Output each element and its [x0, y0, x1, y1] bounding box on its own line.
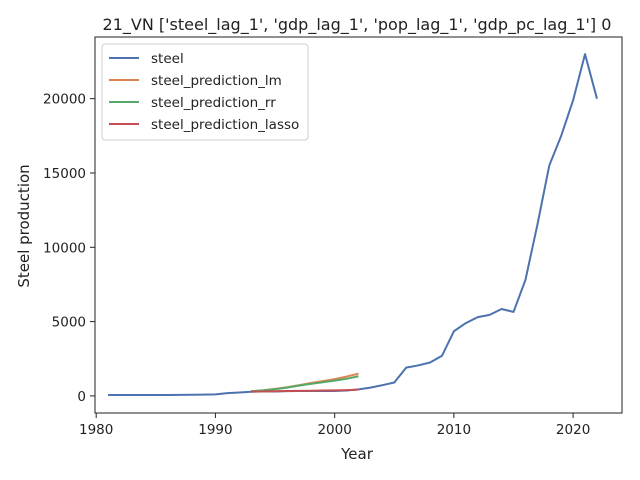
axes-frame — [94, 36, 623, 414]
y-tick-label: 5000 — [52, 315, 86, 331]
y-axis-label: Steel production — [15, 164, 33, 287]
x-tick-label: 2020 — [556, 422, 590, 438]
x-axis-label: Year — [340, 445, 374, 463]
x-tick-label: 1980 — [79, 422, 113, 438]
series-layer — [108, 53, 598, 397]
y-tick-label: 20000 — [43, 92, 86, 108]
legend-label-steel-prediction-lm: steel_prediction_lm — [151, 73, 282, 89]
legend-label-steel: steel — [151, 51, 184, 67]
y-tick-label: 0 — [77, 389, 86, 405]
y-tick-label: 15000 — [43, 166, 86, 182]
legend-label-steel-prediction-rr: steel_prediction_rr — [151, 95, 276, 111]
x-axis-ticks: 1980 1990 2000 2010 2020 — [79, 413, 590, 438]
y-axis-ticks: 0 5000 10000 15000 20000 — [43, 92, 95, 405]
legend-label-steel-prediction-lasso: steel_prediction_lasso — [151, 117, 299, 133]
x-tick-label: 2010 — [437, 422, 471, 438]
x-tick-label: 2000 — [317, 422, 351, 438]
series-line-steel-prediction-lm — [251, 372, 359, 393]
series-line-steel-prediction-lasso — [251, 388, 359, 393]
y-tick-label: 10000 — [43, 240, 86, 256]
chart-title: 21_VN ['steel_lag_1', 'gdp_lag_1', 'pop_… — [103, 15, 612, 35]
x-tick-label: 1990 — [198, 422, 232, 438]
series-line-steel-prediction-rr — [251, 375, 359, 393]
plot-area — [94, 36, 623, 414]
legend: steel steel_prediction_lm steel_prediction… — [101, 43, 309, 141]
legend-frame — [101, 43, 309, 141]
